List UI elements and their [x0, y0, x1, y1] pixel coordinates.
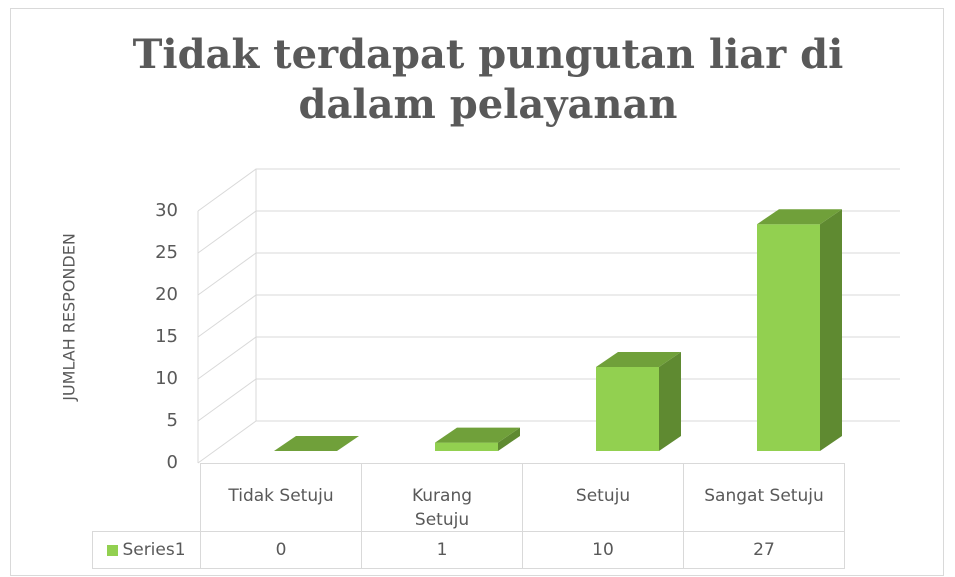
- y-tick-label: 20: [155, 284, 178, 305]
- chart-frame: [10, 8, 944, 576]
- grid-line: [197, 378, 900, 422]
- value-cell: 0: [200, 531, 362, 569]
- category-cell-text: Sangat Setuju: [704, 486, 824, 506]
- grid-line: [197, 252, 900, 296]
- category-cell-text: Tidak Setuju: [228, 486, 334, 506]
- bar: [596, 352, 681, 451]
- value-cell-text: 1: [436, 540, 448, 560]
- bar-side: [820, 209, 842, 451]
- bar-top: [274, 436, 359, 451]
- category-cell-text: Setuju: [575, 486, 631, 506]
- legend-label: Series1: [122, 540, 186, 560]
- category-cell: Setuju: [522, 463, 684, 532]
- value-cell-text: 0: [275, 540, 287, 560]
- value-cell: 1: [361, 531, 523, 569]
- bar-front: [596, 367, 659, 451]
- chart-title: Tidak terdapat pungutan liar di dalam pe…: [132, 31, 844, 128]
- bar-front: [757, 224, 820, 451]
- y-axis-label: JUMLAH RESPONDEN: [60, 233, 79, 402]
- y-tick-label: 10: [155, 368, 178, 389]
- bar: [274, 436, 359, 451]
- bar-top: [757, 209, 842, 225]
- value-cell: 10: [522, 531, 684, 569]
- grid-line: [197, 294, 900, 338]
- category-cell-text: Kurang Setuju: [411, 486, 473, 530]
- y-tick-label: 5: [167, 410, 178, 431]
- grid-line: [197, 168, 900, 212]
- bar-top: [435, 427, 520, 443]
- y-tick-label: 15: [155, 326, 178, 347]
- bar: [757, 209, 842, 451]
- bar-side: [659, 352, 681, 451]
- legend-key: [107, 544, 119, 556]
- value-cell-text: 10: [592, 540, 614, 560]
- bar-front: [435, 442, 498, 451]
- y-tick-label: 0: [167, 452, 178, 473]
- category-cell: Tidak Setuju: [200, 463, 362, 532]
- y-tick-label: 30: [155, 200, 178, 221]
- value-cell-text: 27: [753, 540, 775, 560]
- grid-line: [197, 336, 900, 380]
- bar: [435, 427, 520, 451]
- value-cell: 27: [683, 531, 845, 569]
- category-cell: Kurang Setuju: [361, 463, 523, 532]
- bar-top: [596, 352, 681, 367]
- legend-cell: Series1: [92, 531, 201, 569]
- bar-side: [498, 427, 520, 451]
- grid-line: [197, 420, 900, 464]
- category-cell: Sangat Setuju: [683, 463, 845, 532]
- y-tick-label: 25: [155, 242, 178, 263]
- grid-line: [197, 210, 900, 254]
